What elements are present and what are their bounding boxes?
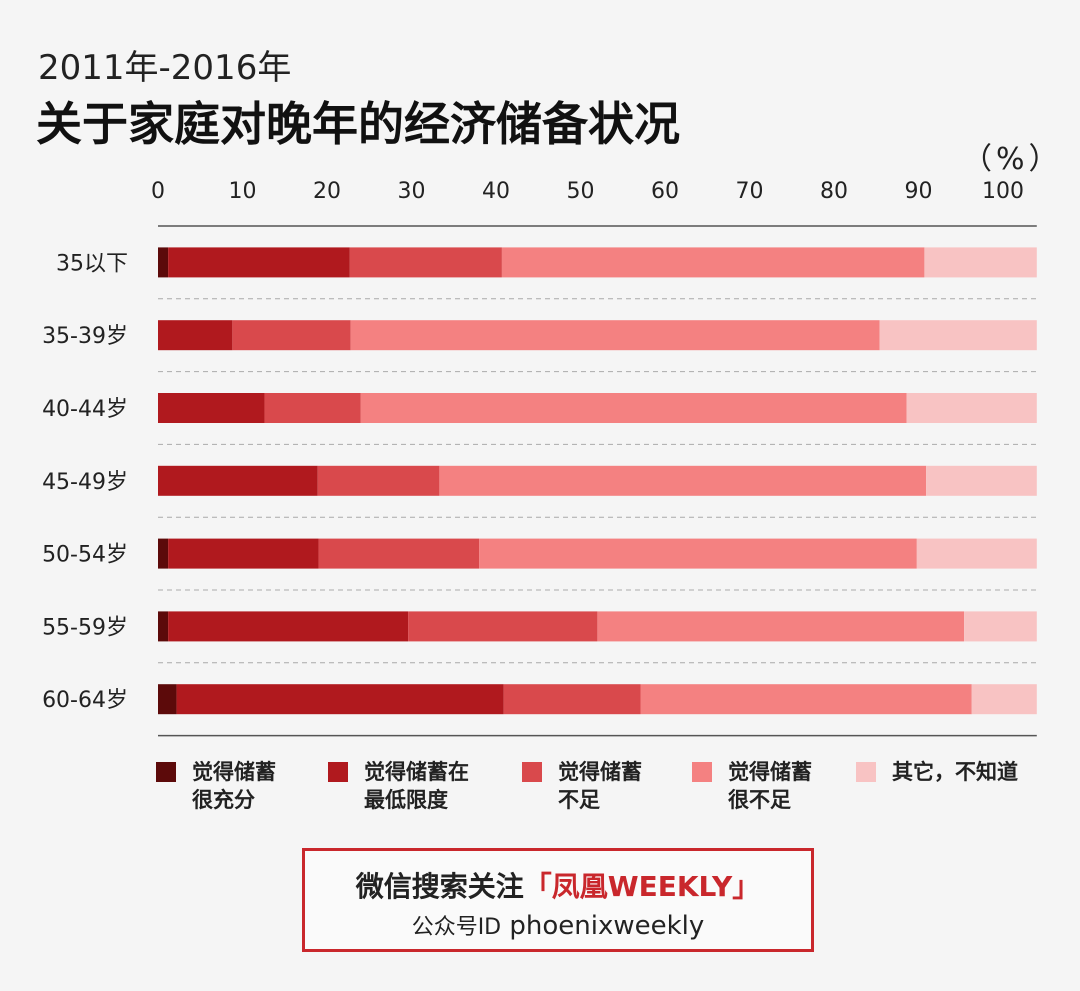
legend-swatch xyxy=(856,762,876,782)
unit-label: （%） xyxy=(962,142,1063,177)
bar-segment xyxy=(158,393,265,423)
bar-segment xyxy=(232,320,351,351)
bar-segment xyxy=(964,611,1037,642)
legend-label-line: 觉得储蓄在 xyxy=(364,760,469,784)
legend-swatch xyxy=(692,762,712,782)
bar-segment xyxy=(158,684,177,715)
bar-segment xyxy=(924,247,1037,278)
bar-segment xyxy=(640,684,972,715)
promo-line-1: 微信搜索关注「凤凰WEEKLY」 xyxy=(305,865,811,905)
legend-label: 觉得储蓄 不足 xyxy=(558,758,642,814)
legend-item: 觉得储蓄在 最低限度 xyxy=(328,758,469,814)
bar-segment xyxy=(168,538,319,569)
x-tick-label: 70 xyxy=(736,179,764,204)
bar-segment xyxy=(408,611,598,642)
x-tick-label: 80 xyxy=(820,179,848,204)
legend-item: 其它，不知道 xyxy=(856,758,1018,786)
promo-id-label: 公众号ID xyxy=(411,915,502,940)
category-label: 60-64岁 xyxy=(42,688,128,713)
bar-segment xyxy=(971,684,1037,715)
promo-brand: 「凤凰WEEKLY」 xyxy=(523,870,761,903)
legend-label-line: 很充分 xyxy=(192,788,255,812)
promo-line-2: 公众号ID phoenixweekly xyxy=(305,909,811,941)
chart-subtitle: 2011年-2016年 xyxy=(38,48,292,88)
x-tick-label: 0 xyxy=(151,179,165,204)
x-tick-label: 90 xyxy=(905,179,933,204)
bar-segment xyxy=(916,538,1037,569)
bar-segment xyxy=(317,465,440,496)
category-label: 50-54岁 xyxy=(42,543,128,568)
bar-segment xyxy=(501,247,925,278)
category-label: 40-44岁 xyxy=(42,397,128,422)
legend-label-line: 其它，不知道 xyxy=(892,760,1018,784)
bar-segment xyxy=(264,393,361,423)
bar-segment xyxy=(926,465,1037,496)
legend-label-line: 觉得储蓄 xyxy=(728,760,812,784)
bar-segment xyxy=(168,611,409,642)
bar-segment xyxy=(879,320,1037,351)
wechat-promo-box: 微信搜索关注「凤凰WEEKLY」 公众号ID phoenixweekly xyxy=(302,848,814,952)
bar-segment xyxy=(158,611,169,642)
legend-swatch xyxy=(156,762,176,782)
bar-segment xyxy=(168,247,350,278)
bar-segment xyxy=(158,320,233,351)
legend-item: 觉得储蓄 很不足 xyxy=(692,758,812,814)
legend-label: 觉得储蓄 很不足 xyxy=(728,758,812,814)
legend-label-line: 最低限度 xyxy=(364,788,448,812)
x-tick-label: 100 xyxy=(982,179,1024,204)
legend-label-line: 不足 xyxy=(558,788,600,812)
bar-segment xyxy=(439,465,927,496)
x-tick-label: 40 xyxy=(482,179,510,204)
chart-title: 关于家庭对晚年的经济储备状况 xyxy=(36,97,680,151)
grid-lines xyxy=(158,225,1037,737)
promo-prefix: 微信搜索关注 xyxy=(355,870,524,903)
x-tick-label: 50 xyxy=(567,179,595,204)
bar-segment xyxy=(503,684,641,715)
legend-swatch xyxy=(328,762,348,782)
bars xyxy=(158,247,1037,715)
x-tick-label: 60 xyxy=(651,179,679,204)
legend-swatch xyxy=(522,762,542,782)
bar-segment xyxy=(318,538,480,569)
legend-label-line: 很不足 xyxy=(728,788,791,812)
legend-item: 觉得储蓄 不足 xyxy=(522,758,642,814)
x-tick-label: 30 xyxy=(398,179,426,204)
category-label: 35以下 xyxy=(56,251,128,276)
category-labels: 35以下 35-39岁 40-44岁 45-49岁 50-54岁 55-59岁 60-64岁 xyxy=(42,251,128,713)
x-axis-ticks: 0 10 20 30 40 50 60 70 80 90 100 xyxy=(151,179,1024,204)
legend-item: 觉得储蓄 很充分 xyxy=(156,758,276,814)
category-label: 45-49岁 xyxy=(42,470,128,495)
legend-label: 觉得储蓄 很充分 xyxy=(192,758,276,814)
bar-segment xyxy=(597,611,965,642)
legend-label-line: 觉得储蓄 xyxy=(558,760,642,784)
promo-id-value: phoenixweekly xyxy=(509,911,705,941)
bar-segment xyxy=(360,393,907,423)
bar-segment xyxy=(158,465,318,496)
bar-segment xyxy=(158,538,169,569)
bar-segment xyxy=(906,393,1037,423)
x-tick-label: 10 xyxy=(229,179,257,204)
legend-label: 觉得储蓄在 最低限度 xyxy=(364,758,469,814)
bar-segment xyxy=(479,538,917,569)
legend: 觉得储蓄 很充分 觉得储蓄在 最低限度 觉得储蓄 不足 觉得储蓄 很不足 其它，不知道 xyxy=(156,758,1056,818)
x-tick-label: 20 xyxy=(313,179,341,204)
category-label: 35-39岁 xyxy=(42,324,128,349)
bar-segment xyxy=(176,684,504,715)
legend-label-line: 觉得储蓄 xyxy=(192,760,276,784)
category-label: 55-59岁 xyxy=(42,615,128,640)
bar-segment xyxy=(158,247,169,278)
legend-label: 其它，不知道 xyxy=(892,758,1018,786)
bar-segment xyxy=(350,320,880,351)
bar-segment xyxy=(349,247,502,278)
